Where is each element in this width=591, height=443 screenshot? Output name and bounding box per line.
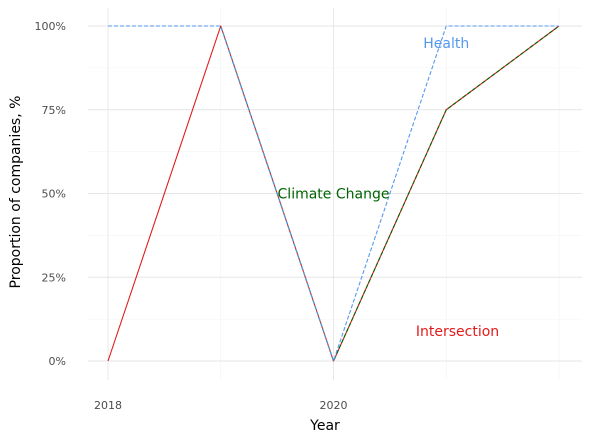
y-tick-label: 75%	[42, 104, 66, 117]
series-lines	[107, 25, 560, 362]
series-labels: Intersection Climate Change Health	[278, 36, 500, 340]
y-tick-label: 50%	[42, 188, 66, 201]
y-tick-label: 0%	[49, 355, 66, 368]
x-axis-ticks: 2018 2020	[94, 399, 348, 412]
y-tick-label: 100%	[35, 20, 66, 33]
series-line-health	[108, 25, 559, 362]
series-label-health: Health	[423, 36, 469, 52]
y-axis-ticks: 0% 25% 50% 75% 100%	[35, 20, 66, 368]
x-tick-label: 2020	[320, 399, 348, 412]
y-axis-title: Proportion of companies, %	[8, 96, 24, 289]
y-tick-label: 25%	[42, 271, 66, 284]
x-axis-title: Year	[309, 418, 340, 434]
x-tick-label: 2018	[94, 399, 122, 412]
series-label-intersection: Intersection	[416, 324, 499, 340]
series-label-climate-change: Climate Change	[278, 187, 390, 203]
